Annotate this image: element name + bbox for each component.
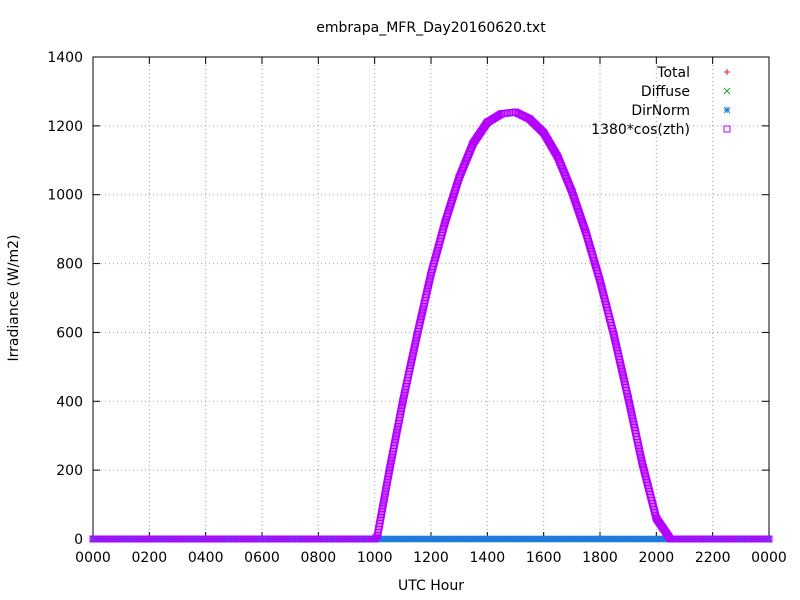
x-tick-label: 1800 <box>582 550 618 566</box>
data-point <box>568 187 576 195</box>
y-axis-label: Irradiance (W/m2) <box>6 235 22 362</box>
data-point <box>385 470 393 478</box>
legend-marker-icon <box>723 125 731 133</box>
x-tick-label: 0000 <box>75 550 111 566</box>
data-point <box>695 535 703 543</box>
x-tick-label: 0000 <box>751 550 787 566</box>
x-tick-label: 1200 <box>413 550 449 566</box>
legend-label: Total <box>656 65 690 81</box>
y-tick-label: 600 <box>56 325 83 341</box>
data-point <box>711 535 719 543</box>
data-point <box>540 535 548 543</box>
y-tick-label: 0 <box>74 532 83 548</box>
legend-marker-icon <box>723 106 731 114</box>
data-point <box>455 174 463 181</box>
x-tick-label: 2200 <box>695 550 731 566</box>
data-point <box>681 535 688 543</box>
data-points <box>89 108 773 543</box>
legend-marker-icon <box>723 87 731 95</box>
data-point <box>483 535 491 543</box>
data-point <box>497 110 505 118</box>
data-point <box>666 535 674 543</box>
y-tick-label: 1200 <box>47 119 83 135</box>
data-point <box>314 535 322 543</box>
data-point <box>512 108 519 116</box>
data-point <box>258 535 266 543</box>
legend-label: Diffuse <box>641 84 690 100</box>
data-point <box>469 139 477 147</box>
x-tick-label: 0400 <box>188 550 224 566</box>
data-point <box>610 332 618 340</box>
series-band <box>89 108 771 543</box>
x-tick-label: 1000 <box>357 550 393 566</box>
data-point <box>596 535 604 543</box>
x-tick-label: 0200 <box>132 550 168 566</box>
data-point <box>89 535 97 543</box>
y-tick-label: 200 <box>56 463 83 479</box>
legend-label: 1380*cos(zth) <box>591 122 690 138</box>
y-tick-label: 400 <box>56 394 83 410</box>
data-point <box>765 535 773 543</box>
data-point <box>399 397 407 405</box>
data-point <box>652 514 660 522</box>
axis-ticks: 0000 0200 0400 0600 0800 1000 1200 1400 1600 1800… <box>47 50 786 566</box>
legend: Total Diffuse DirNorm 1380*cos(zth) <box>591 65 731 138</box>
x-tick-label: 0800 <box>301 550 337 566</box>
y-tick-label: 800 <box>56 257 83 273</box>
x-tick-label: 1400 <box>470 550 506 566</box>
data-point <box>554 153 562 161</box>
y-tick-label: 1000 <box>47 188 83 204</box>
series-3 <box>89 108 773 543</box>
x-tick-label: 1600 <box>526 550 562 566</box>
data-point <box>526 115 534 123</box>
data-point <box>483 118 491 126</box>
data-point <box>652 535 660 543</box>
data-point <box>202 535 210 543</box>
data-point <box>441 218 449 226</box>
data-point <box>540 129 548 137</box>
y-tick-label: 1400 <box>47 50 83 66</box>
data-point <box>624 394 632 402</box>
legend-label: DirNorm <box>631 103 690 119</box>
chart-title: embrapa_MFR_Day20160620.txt <box>316 20 546 36</box>
legend-marker-icon <box>724 69 730 75</box>
data-point <box>427 535 435 543</box>
data-point <box>413 332 421 340</box>
data-point <box>373 532 381 540</box>
data-point <box>638 459 646 467</box>
x-tick-label: 2000 <box>639 550 675 566</box>
data-point <box>596 277 604 285</box>
data-point <box>145 535 153 543</box>
data-point <box>582 229 590 237</box>
grid-lines <box>93 57 769 539</box>
data-point <box>427 270 435 278</box>
x-tick-label: 0600 <box>244 550 280 566</box>
x-axis-label: UTC Hour <box>398 578 464 594</box>
